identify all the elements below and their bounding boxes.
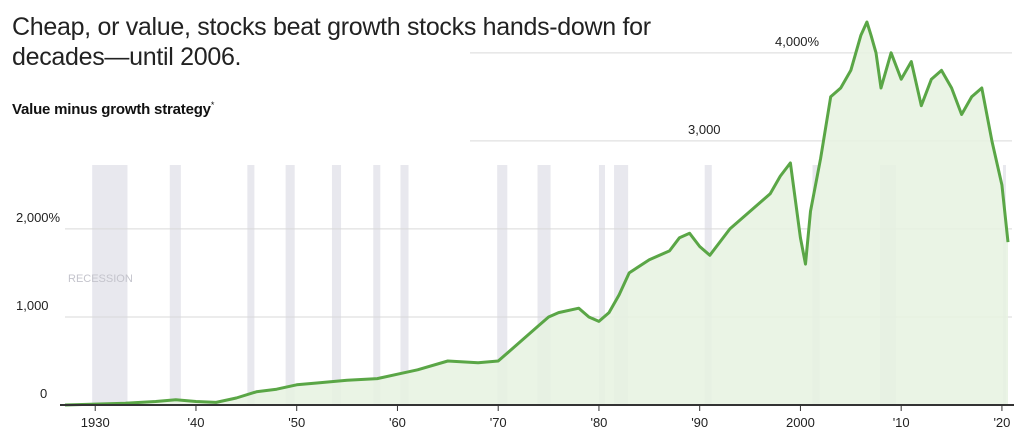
x-tick-label-1960: '60	[389, 415, 406, 430]
x-tick-label-1940: '40	[187, 415, 204, 430]
x-tick-label-1990: '90	[691, 415, 708, 430]
recession-band-3	[285, 165, 295, 405]
recession-band-4	[331, 165, 342, 405]
recession-band-9	[598, 165, 605, 405]
y-tick-label-3000: 3,000	[688, 122, 721, 137]
recession-label: RECESSION	[68, 273, 133, 285]
subtitle-text: Value minus growth strategy	[12, 101, 211, 118]
x-tick-label-2000: 2000	[786, 415, 815, 430]
recession-band-1	[169, 165, 181, 405]
recession-band-7	[497, 165, 508, 405]
subtitle-footnote-mark: *	[210, 100, 215, 110]
x-tick-label-1930: 1930	[81, 415, 110, 430]
x-tick-label-2010: '10	[893, 415, 910, 430]
y-tick-label-2000: 2,000%	[16, 210, 61, 225]
chart-subtitle: Value minus growth strategy*	[12, 100, 214, 118]
series-line	[64, 20, 1010, 407]
series-area	[65, 22, 1008, 405]
x-tick-label-2020: '20	[993, 415, 1010, 430]
recession-band-0	[92, 165, 128, 405]
x-tick-label-1950: '50	[288, 415, 305, 430]
x-tick-label-1970: '70	[490, 415, 507, 430]
recession-band-2	[247, 165, 255, 405]
recession-band-6	[400, 165, 409, 405]
y-tick-label-1000: 1,000	[16, 298, 49, 313]
chart-title: Cheap, or value, stocks beat growth stoc…	[12, 13, 651, 71]
x-axis-ticks: 1930 '40 '50 '60 '70 '80 '90 2000 '10 '20	[81, 405, 1010, 430]
y-axis-tick-labels: 0 1,000 2,000% 3,000 4,000%	[16, 34, 820, 401]
recession-band-5	[373, 165, 381, 405]
x-tick-label-1980: '80	[590, 415, 607, 430]
y-tick-label-0: 0	[40, 386, 47, 401]
y-tick-label-4000: 4,000%	[775, 34, 820, 49]
